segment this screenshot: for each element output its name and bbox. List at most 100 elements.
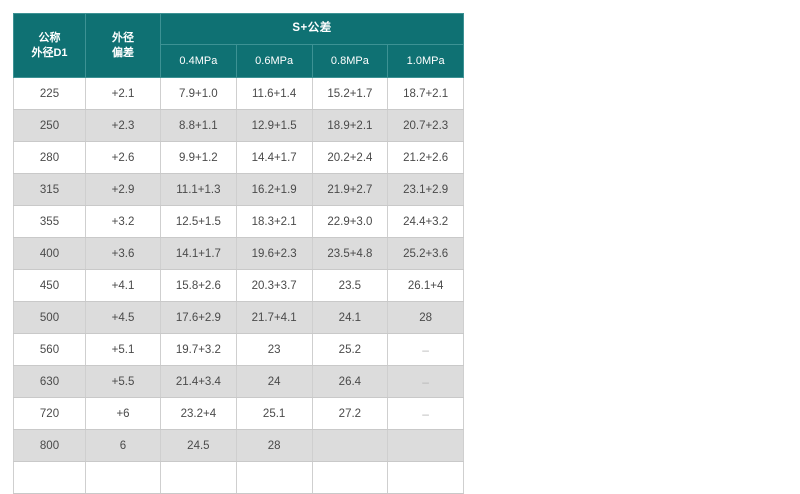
cell-deviation	[85, 461, 161, 494]
cell-0-8mpa: 20.2+2.4	[311, 141, 389, 174]
table-row: 280 +2.6 9.9+1.2 14.4+1.7 20.2+2.4 21.2+2.6	[13, 141, 465, 174]
cell-nominal-diameter: 280	[13, 141, 86, 174]
cell-deviation: +4.1	[85, 269, 161, 302]
cell-deviation: 6	[85, 429, 161, 462]
cell-1-0mpa: 18.7+2.1	[387, 77, 465, 110]
header-pressure-0-8mpa: 0.8MPa	[311, 44, 389, 78]
cell-1-0mpa: –	[387, 333, 465, 366]
cell-deviation: +4.5	[85, 301, 161, 334]
cell-deviation: +5.1	[85, 333, 161, 366]
cell-0-4mpa: 19.7+3.2	[160, 333, 237, 366]
cell-nominal-diameter: 450	[13, 269, 86, 302]
cell-1-0mpa: 25.2+3.6	[387, 237, 465, 270]
cell-0-6mpa: 20.3+3.7	[235, 269, 313, 302]
cell-0-4mpa: 12.5+1.5	[160, 205, 237, 238]
cell-1-0mpa: 26.1+4	[387, 269, 465, 302]
cell-0-8mpa: 23.5	[311, 269, 389, 302]
header-s-tolerance-group: S+公差	[159, 13, 465, 45]
cell-0-8mpa	[311, 461, 389, 494]
cell-1-0mpa: 24.4+3.2	[387, 205, 465, 238]
cell-0-4mpa: 17.6+2.9	[160, 301, 237, 334]
header-pressure-0-4mpa: 0.4MPa	[160, 44, 237, 78]
cell-nominal-diameter: 355	[13, 205, 86, 238]
cell-0-8mpa: 26.4	[311, 365, 389, 398]
cell-1-0mpa: –	[387, 365, 465, 398]
cell-deviation: +2.6	[85, 141, 161, 174]
spec-table-container: 公称 外径D1 外径 偏差 S+公差 0.4MPa 0.6MPa 0.8MPa …	[13, 13, 465, 494]
cell-1-0mpa: 23.1+2.9	[387, 173, 465, 206]
cell-0-6mpa: 23	[235, 333, 313, 366]
header-deviation-line2: 偏差	[112, 46, 134, 59]
header-pressure-1-0mpa: 1.0MPa	[387, 44, 465, 78]
cell-nominal-diameter: 630	[13, 365, 86, 398]
cell-1-0mpa	[387, 429, 465, 462]
cell-0-8mpa: 15.2+1.7	[311, 77, 389, 110]
cell-nominal-diameter: 560	[13, 333, 86, 366]
cell-1-0mpa	[387, 461, 465, 494]
cell-0-4mpa: 15.8+2.6	[160, 269, 237, 302]
cell-0-8mpa: 24.1	[311, 301, 389, 334]
cell-0-4mpa: 14.1+1.7	[160, 237, 237, 270]
cell-0-6mpa: 25.1	[235, 397, 313, 430]
cell-0-8mpa: 25.2	[311, 333, 389, 366]
cell-0-6mpa: 12.9+1.5	[235, 109, 313, 142]
header-pressure-0-6mpa: 0.6MPa	[235, 44, 313, 78]
header-row-pressure: 0.4MPa 0.6MPa 0.8MPa 1.0MPa	[14, 44, 465, 78]
cell-0-4mpa: 23.2+4	[160, 397, 237, 430]
header-nominal-line1: 公称	[38, 31, 61, 44]
header-row-top: 公称 外径D1 外径 偏差 S+公差	[13, 13, 465, 78]
cell-deviation: +3.2	[85, 205, 161, 238]
table-row: 630 +5.5 21.4+3.4 24 26.4–	[13, 365, 465, 398]
cell-0-4mpa	[160, 461, 237, 494]
cell-0-6mpa: 21.7+4.1	[235, 301, 313, 334]
cell-0-8mpa: 22.9+3.0	[311, 205, 389, 238]
table-row: 225 +2.1 7.9+1.0 11.6+1.4 15.2+1.7 18.7+2.1	[13, 77, 465, 110]
table-row: 450 +4.1 15.8+2.6 20.3+3.7 23.5 26.1+4	[13, 269, 465, 302]
cell-0-4mpa: 21.4+3.4	[160, 365, 237, 398]
table-row: 355 +3.2 12.5+1.5 18.3+2.1 22.9+3.0 24.4+3.2	[13, 205, 465, 238]
cell-deviation: +3.6	[85, 237, 161, 270]
cell-0-4mpa: 11.1+1.3	[160, 173, 237, 206]
cell-0-6mpa: 11.6+1.4	[235, 77, 313, 110]
table-row: 500 +4.5 17.6+2.9 21.7+4.1 24.1 28	[13, 301, 465, 334]
header-deviation-line1: 外径	[112, 31, 134, 44]
cell-0-6mpa: 16.2+1.9	[235, 173, 313, 206]
cell-nominal-diameter	[13, 461, 86, 494]
cell-deviation: +2.9	[85, 173, 161, 206]
table-body: 225 +2.1 7.9+1.0 11.6+1.4 15.2+1.7 18.7+2.1 25…	[13, 77, 465, 494]
cell-0-8mpa	[311, 429, 389, 462]
header-nominal-diameter: 公称 外径D1	[13, 13, 86, 78]
table-row: 800 6 24.5 28	[13, 429, 465, 462]
cell-nominal-diameter: 225	[13, 77, 86, 110]
cell-0-6mpa: 18.3+2.1	[235, 205, 313, 238]
table-row	[13, 461, 465, 494]
cell-nominal-diameter: 315	[13, 173, 86, 206]
cell-0-6mpa	[235, 461, 313, 494]
cell-0-6mpa: 14.4+1.7	[235, 141, 313, 174]
pipe-specification-table: 公称 外径D1 外径 偏差 S+公差 0.4MPa 0.6MPa 0.8MPa …	[13, 13, 465, 494]
cell-deviation: +2.3	[85, 109, 161, 142]
table-row: 720 +6 23.2+4 25.1 27.2–	[13, 397, 465, 430]
cell-1-0mpa: 28	[387, 301, 465, 334]
table-row: 250 +2.3 8.8+1.1 12.9+1.5 18.9+2.1 20.7+2.3	[13, 109, 465, 142]
cell-0-4mpa: 24.5	[160, 429, 237, 462]
table-header: 公称 外径D1 外径 偏差 S+公差 0.4MPa 0.6MPa 0.8MPa …	[13, 13, 465, 78]
cell-deviation: +2.1	[85, 77, 161, 110]
cell-0-6mpa: 24	[235, 365, 313, 398]
cell-nominal-diameter: 400	[13, 237, 86, 270]
cell-0-8mpa: 21.9+2.7	[311, 173, 389, 206]
cell-nominal-diameter: 720	[13, 397, 86, 430]
cell-0-4mpa: 7.9+1.0	[160, 77, 237, 110]
cell-0-6mpa: 19.6+2.3	[235, 237, 313, 270]
cell-1-0mpa: 20.7+2.3	[387, 109, 465, 142]
header-outer-diameter-deviation: 外径 偏差	[85, 13, 161, 78]
cell-deviation: +5.5	[85, 365, 161, 398]
cell-0-6mpa: 28	[235, 429, 313, 462]
table-row: 400 +3.6 14.1+1.7 19.6+2.3 23.5+4.8 25.2+3.6	[13, 237, 465, 270]
cell-deviation: +6	[85, 397, 161, 430]
table-row: 315 +2.9 11.1+1.3 16.2+1.9 21.9+2.7 23.1+2.9	[13, 173, 465, 206]
cell-0-4mpa: 8.8+1.1	[160, 109, 237, 142]
cell-0-8mpa: 18.9+2.1	[311, 109, 389, 142]
cell-nominal-diameter: 250	[13, 109, 86, 142]
cell-nominal-diameter: 500	[13, 301, 86, 334]
